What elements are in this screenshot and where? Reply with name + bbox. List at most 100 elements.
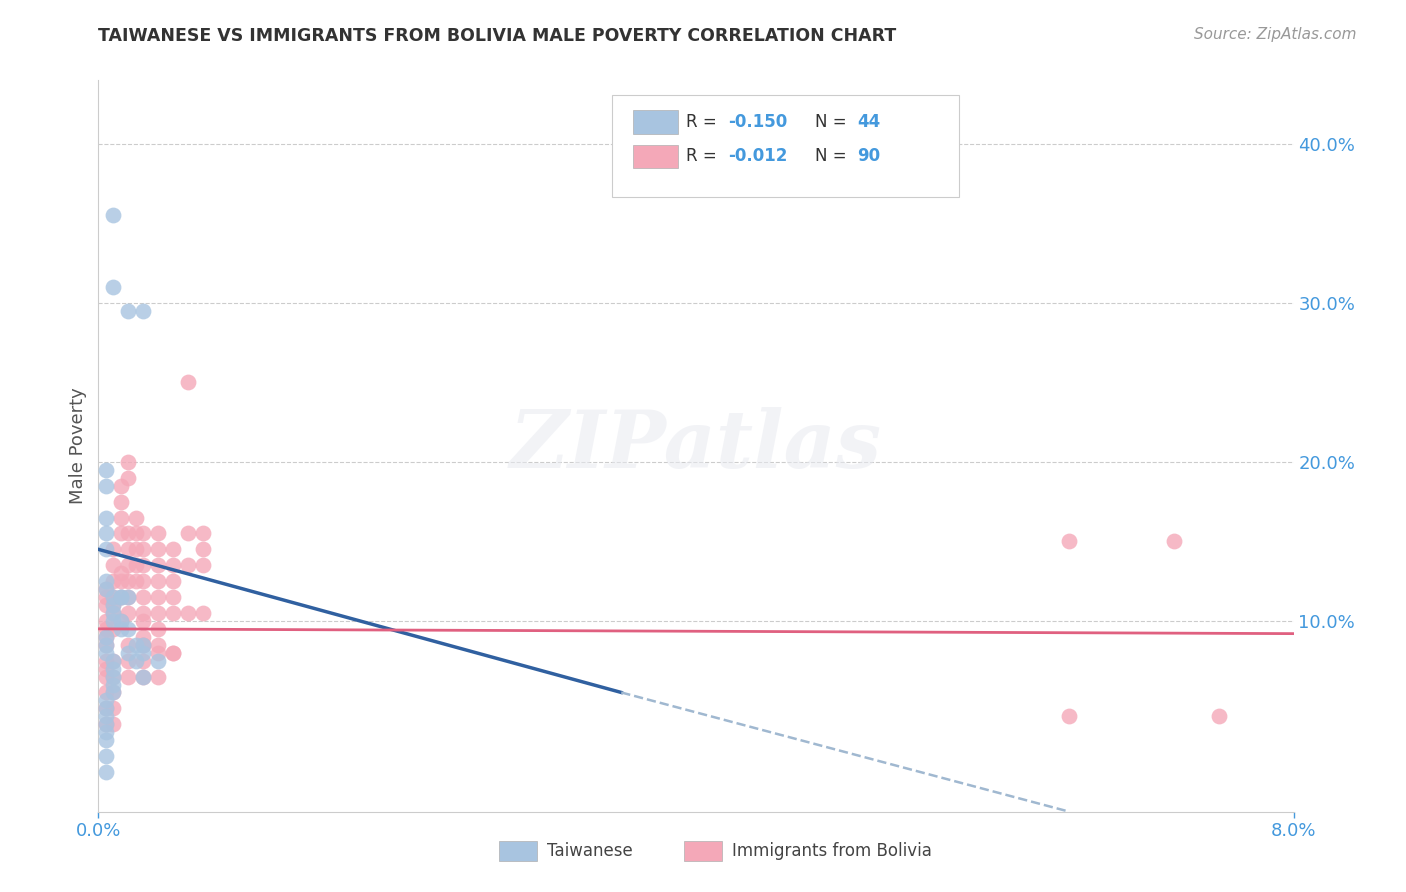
Point xyxy=(94,526,117,541)
Point xyxy=(94,717,117,731)
Point xyxy=(103,685,125,699)
Point xyxy=(103,701,125,715)
Point xyxy=(191,526,214,541)
Point xyxy=(94,630,117,644)
Point xyxy=(162,558,184,573)
Point xyxy=(125,542,148,557)
Point xyxy=(117,646,139,660)
Point xyxy=(110,494,132,508)
Point xyxy=(103,717,125,731)
Point xyxy=(94,669,117,683)
Point xyxy=(177,606,200,620)
Point xyxy=(132,606,155,620)
Point xyxy=(103,654,125,668)
Point xyxy=(117,669,139,683)
Point xyxy=(103,654,125,668)
Point xyxy=(103,280,125,294)
FancyBboxPatch shape xyxy=(613,95,959,197)
Point xyxy=(103,662,125,676)
Point xyxy=(94,630,117,644)
Point xyxy=(94,590,117,604)
Point xyxy=(117,574,139,589)
Point xyxy=(148,622,170,636)
Point xyxy=(132,669,155,683)
Point xyxy=(177,558,200,573)
Point xyxy=(148,526,170,541)
Point xyxy=(110,590,132,604)
Point xyxy=(110,622,132,636)
Point xyxy=(177,376,200,390)
Point xyxy=(125,526,148,541)
Text: Taiwanese: Taiwanese xyxy=(547,842,633,860)
Point xyxy=(125,574,148,589)
Point xyxy=(125,510,148,524)
Point xyxy=(94,638,117,652)
Point xyxy=(94,574,117,589)
Point xyxy=(110,614,132,628)
Point xyxy=(117,558,139,573)
Point xyxy=(110,574,132,589)
Point xyxy=(132,638,155,652)
Point xyxy=(148,574,170,589)
Point xyxy=(94,701,117,715)
Point xyxy=(94,709,117,723)
Point xyxy=(103,209,125,223)
Point xyxy=(103,622,125,636)
Point xyxy=(103,598,125,612)
Y-axis label: Male Poverty: Male Poverty xyxy=(69,388,87,504)
Point xyxy=(132,614,155,628)
Point xyxy=(103,685,125,699)
Point xyxy=(94,733,117,747)
FancyBboxPatch shape xyxy=(685,841,723,862)
Point xyxy=(117,455,139,469)
Text: -0.150: -0.150 xyxy=(728,113,787,131)
Point xyxy=(191,606,214,620)
Point xyxy=(103,669,125,683)
Point xyxy=(125,558,148,573)
Point xyxy=(132,558,155,573)
Point xyxy=(117,590,139,604)
Point xyxy=(162,606,184,620)
Text: 90: 90 xyxy=(858,146,880,165)
Point xyxy=(117,654,139,668)
Point xyxy=(191,542,214,557)
Point xyxy=(1163,534,1185,549)
Point xyxy=(94,662,117,676)
Point xyxy=(94,614,117,628)
Point xyxy=(132,654,155,668)
Point xyxy=(94,622,117,636)
Point xyxy=(117,590,139,604)
Point xyxy=(117,542,139,557)
Point xyxy=(110,510,132,524)
Point xyxy=(125,654,148,668)
Point xyxy=(132,646,155,660)
Point xyxy=(103,669,125,683)
FancyBboxPatch shape xyxy=(633,145,678,168)
Point xyxy=(132,526,155,541)
Point xyxy=(94,510,117,524)
Point xyxy=(103,558,125,573)
Point xyxy=(148,606,170,620)
Point xyxy=(132,638,155,652)
Point xyxy=(94,598,117,612)
Point xyxy=(132,574,155,589)
Point xyxy=(125,638,148,652)
Point xyxy=(94,638,117,652)
Point xyxy=(94,479,117,493)
FancyBboxPatch shape xyxy=(633,111,678,134)
Point xyxy=(132,542,155,557)
Point xyxy=(103,606,125,620)
Point xyxy=(103,677,125,691)
FancyBboxPatch shape xyxy=(499,841,537,862)
Point xyxy=(117,622,139,636)
Point xyxy=(148,654,170,668)
Point xyxy=(1208,709,1230,723)
Text: Immigrants from Bolivia: Immigrants from Bolivia xyxy=(733,842,932,860)
Point xyxy=(94,582,117,596)
Point xyxy=(162,574,184,589)
Point xyxy=(148,669,170,683)
Point xyxy=(132,638,155,652)
Text: -0.012: -0.012 xyxy=(728,146,787,165)
Point xyxy=(132,669,155,683)
Point xyxy=(117,303,139,318)
